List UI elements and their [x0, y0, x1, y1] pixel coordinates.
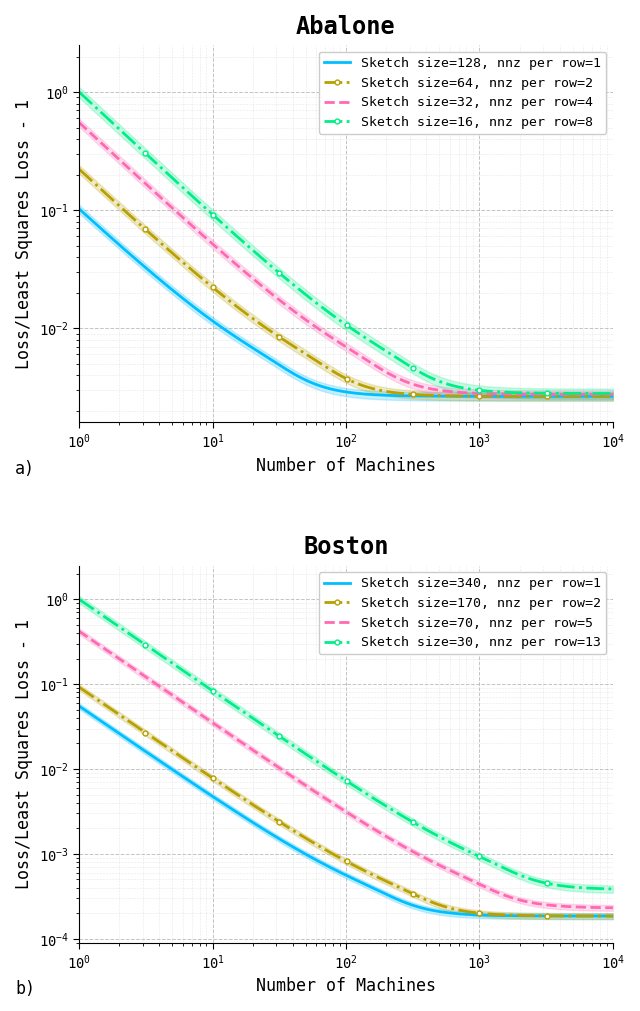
Sketch size=30, nnz per row=13 — [596, 883, 604, 895]
Line: Sketch size=170, nnz per row=2: Sketch size=170, nnz per row=2 — [77, 684, 615, 918]
X-axis label: Number of Machines: Number of Machines — [256, 978, 436, 995]
Sketch size=30, nnz per row=13 — [76, 593, 83, 606]
Sketch size=170, nnz per row=2 — [596, 910, 604, 922]
Sketch size=64, nnz per row=2 — [364, 381, 372, 393]
Legend: Sketch size=128, nnz per row=1, Sketch size=64, nnz per row=2, Sketch size=32, n: Sketch size=128, nnz per row=1, Sketch s… — [319, 52, 606, 134]
Sketch size=16, nnz per row=8 — [364, 334, 372, 346]
Sketch size=340, nnz per row=1 — [596, 910, 604, 922]
Sketch size=170, nnz per row=2 — [609, 910, 617, 922]
Sketch size=170, nnz per row=2 — [76, 681, 83, 694]
Sketch size=128, nnz per row=1 — [329, 383, 337, 395]
Sketch size=170, nnz per row=2 — [332, 849, 340, 861]
Sketch size=16, nnz per row=8 — [609, 387, 617, 399]
Sketch size=64, nnz per row=2 — [596, 390, 604, 402]
Sketch size=170, nnz per row=2 — [364, 866, 372, 879]
Sketch size=16, nnz per row=8 — [596, 387, 604, 399]
Sketch size=70, nnz per row=5 — [513, 893, 520, 905]
Sketch size=70, nnz per row=5 — [609, 902, 617, 914]
Line: Sketch size=30, nnz per row=13: Sketch size=30, nnz per row=13 — [77, 596, 615, 892]
Sketch size=128, nnz per row=1 — [596, 390, 604, 402]
Sketch size=70, nnz per row=5 — [76, 625, 83, 637]
Line: Sketch size=64, nnz per row=2: Sketch size=64, nnz per row=2 — [77, 167, 615, 398]
Y-axis label: Loss/Least Squares Loss - 1: Loss/Least Squares Loss - 1 — [15, 619, 33, 889]
Sketch size=30, nnz per row=13 — [393, 807, 401, 819]
Sketch size=70, nnz per row=5 — [332, 799, 340, 811]
Y-axis label: Loss/Least Squares Loss - 1: Loss/Least Squares Loss - 1 — [15, 99, 33, 369]
Sketch size=32, nnz per row=4 — [513, 388, 520, 400]
Text: a): a) — [15, 460, 35, 478]
Sketch size=16, nnz per row=8 — [76, 86, 83, 98]
Sketch size=170, nnz per row=2 — [393, 881, 401, 893]
Sketch size=64, nnz per row=2 — [393, 387, 401, 399]
Sketch size=30, nnz per row=13 — [609, 883, 617, 895]
Line: Sketch size=340, nnz per row=1: Sketch size=340, nnz per row=1 — [79, 706, 613, 916]
Line: Sketch size=32, nnz per row=4: Sketch size=32, nnz per row=4 — [79, 122, 613, 394]
Sketch size=170, nnz per row=2 — [329, 848, 337, 860]
Sketch size=340, nnz per row=1 — [364, 880, 372, 892]
Sketch size=64, nnz per row=2 — [609, 390, 617, 402]
Sketch size=32, nnz per row=4 — [76, 116, 83, 128]
Sketch size=30, nnz per row=13 — [329, 765, 337, 777]
Sketch size=16, nnz per row=8 — [329, 309, 337, 321]
Sketch size=340, nnz per row=1 — [332, 864, 340, 877]
Sketch size=30, nnz per row=13 — [364, 789, 372, 801]
Sketch size=340, nnz per row=1 — [609, 910, 617, 922]
Sketch size=340, nnz per row=1 — [513, 910, 520, 922]
Sketch size=64, nnz per row=2 — [513, 390, 520, 402]
Sketch size=70, nnz per row=5 — [596, 902, 604, 914]
Sketch size=32, nnz per row=4 — [609, 388, 617, 400]
Sketch size=16, nnz per row=8 — [393, 352, 401, 364]
Text: b): b) — [15, 981, 35, 998]
Sketch size=340, nnz per row=1 — [76, 700, 83, 712]
Sketch size=16, nnz per row=8 — [332, 311, 340, 324]
Sketch size=170, nnz per row=2 — [513, 909, 520, 921]
X-axis label: Number of Machines: Number of Machines — [256, 457, 436, 475]
Sketch size=16, nnz per row=8 — [513, 386, 520, 398]
Sketch size=64, nnz per row=2 — [76, 163, 83, 175]
Sketch size=70, nnz per row=5 — [393, 836, 401, 848]
Sketch size=128, nnz per row=1 — [364, 388, 372, 400]
Line: Sketch size=128, nnz per row=1: Sketch size=128, nnz per row=1 — [79, 209, 613, 396]
Sketch size=340, nnz per row=1 — [393, 893, 401, 905]
Sketch size=64, nnz per row=2 — [329, 365, 337, 377]
Line: Sketch size=16, nnz per row=8: Sketch size=16, nnz per row=8 — [77, 90, 615, 396]
Sketch size=30, nnz per row=13 — [513, 867, 520, 880]
Sketch size=30, nnz per row=13 — [332, 768, 340, 780]
Line: Sketch size=70, nnz per row=5: Sketch size=70, nnz per row=5 — [79, 631, 613, 908]
Sketch size=70, nnz per row=5 — [364, 819, 372, 831]
Sketch size=128, nnz per row=1 — [513, 390, 520, 402]
Sketch size=70, nnz per row=5 — [329, 797, 337, 809]
Title: Boston: Boston — [303, 536, 388, 559]
Sketch size=128, nnz per row=1 — [76, 203, 83, 215]
Sketch size=64, nnz per row=2 — [332, 367, 340, 379]
Sketch size=32, nnz per row=4 — [596, 388, 604, 400]
Sketch size=32, nnz per row=4 — [329, 333, 337, 345]
Legend: Sketch size=340, nnz per row=1, Sketch size=170, nnz per row=2, Sketch size=70, : Sketch size=340, nnz per row=1, Sketch s… — [319, 572, 606, 654]
Sketch size=32, nnz per row=4 — [364, 355, 372, 367]
Title: Abalone: Abalone — [296, 15, 396, 39]
Sketch size=128, nnz per row=1 — [609, 390, 617, 402]
Sketch size=32, nnz per row=4 — [332, 335, 340, 347]
Sketch size=32, nnz per row=4 — [393, 372, 401, 384]
Sketch size=340, nnz per row=1 — [329, 862, 337, 875]
Sketch size=128, nnz per row=1 — [393, 389, 401, 401]
Sketch size=128, nnz per row=1 — [332, 384, 340, 396]
